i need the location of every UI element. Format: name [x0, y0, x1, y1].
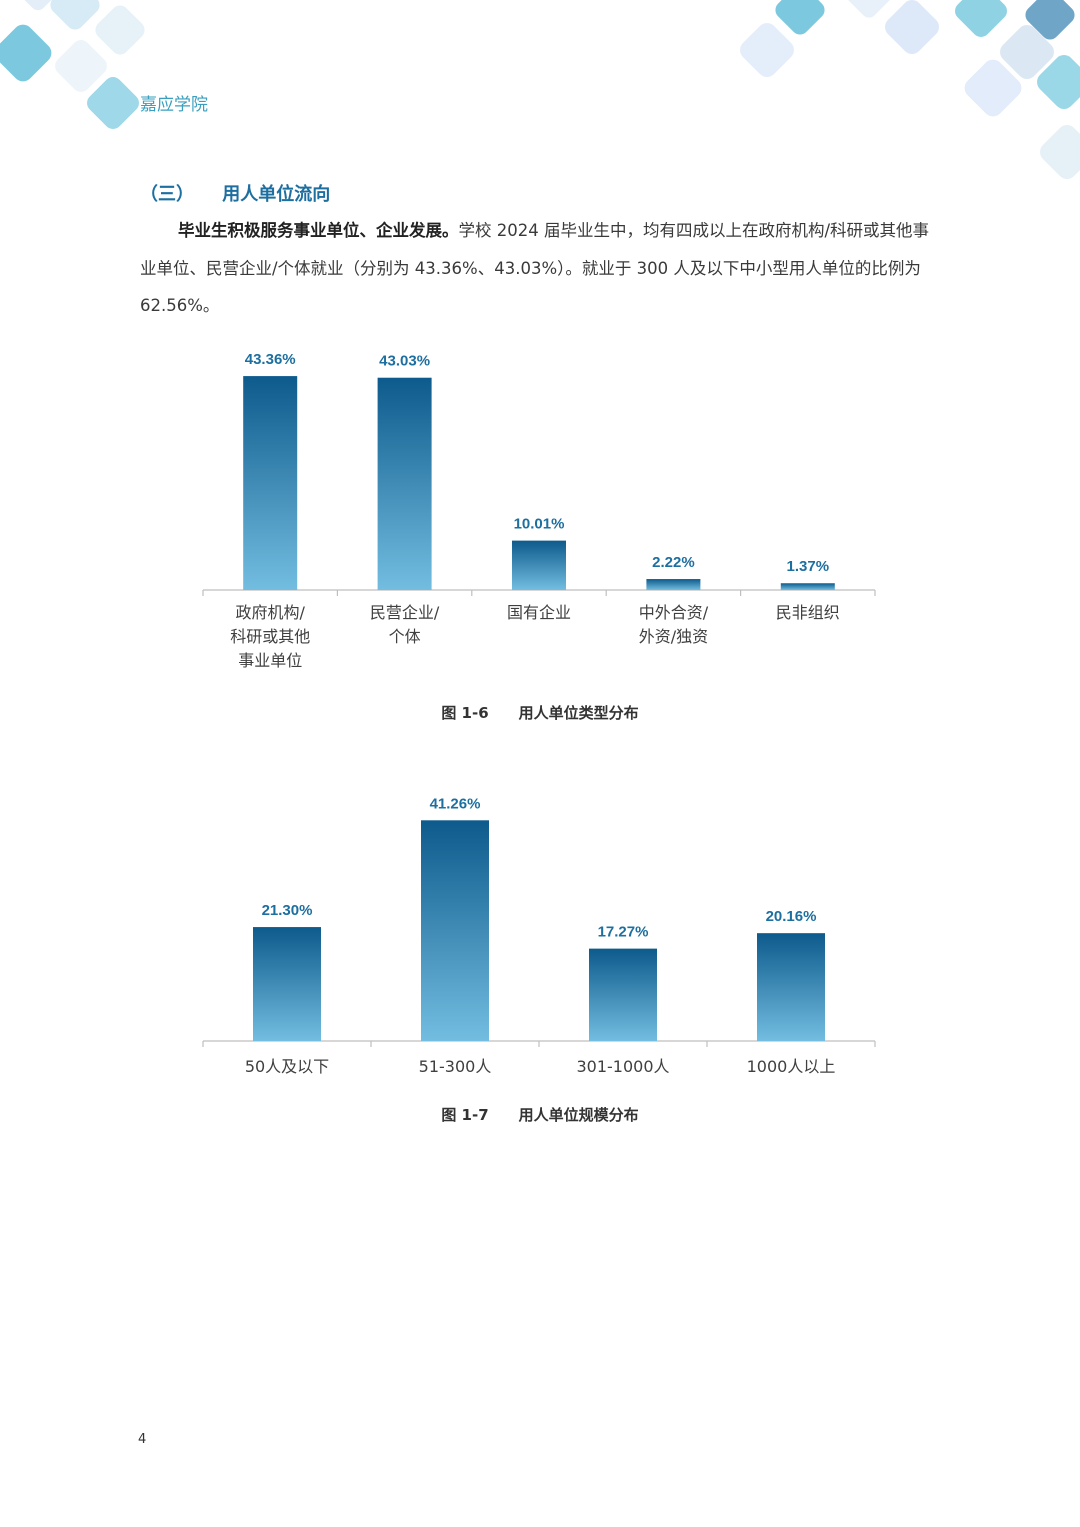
data-label: 43.36%	[245, 351, 296, 368]
category-label: 民营企业/	[370, 603, 440, 622]
section-heading: （三） 用人单位流向	[140, 180, 330, 206]
bar	[243, 376, 298, 590]
tile-pattern-right	[740, 0, 1080, 179]
category-label: 政府机构/	[235, 603, 305, 622]
category-label: 个体	[389, 627, 421, 646]
figure-caption-1-7: 图 1-7 用人单位规模分布	[0, 1104, 1080, 1125]
paragraph-lead: 毕业生积极服务事业单位、企业发展。	[178, 221, 459, 240]
data-label: 17.27%	[598, 924, 649, 941]
data-label: 2.22%	[652, 554, 695, 571]
paragraph-text: 学校 2024 届毕业生中，均有四成以上在政府机构/科研或其他事业单位、民营企业…	[140, 221, 930, 315]
section-title: 用人单位流向	[222, 184, 331, 205]
bar	[780, 583, 835, 590]
category-label: 国有企业	[507, 603, 571, 622]
category-label: 事业单位	[238, 651, 302, 670]
bar	[512, 540, 566, 590]
category-label: 民非组织	[776, 603, 840, 622]
data-label: 41.26%	[430, 795, 481, 812]
employer-type-bar-chart: 43.36% 政府机构/科研或其他事业单位 43.03% 民营企业/个体 10.01% 国…	[202, 351, 876, 670]
bar	[646, 579, 701, 590]
category-label: 外资/独资	[639, 627, 708, 646]
category-label: 51-300人	[419, 1057, 492, 1076]
category-label: 科研或其他	[230, 627, 310, 646]
category-label: 50人及以下	[245, 1057, 329, 1076]
body-paragraph: 毕业生积极服务事业单位、企业发展。学校 2024 届毕业生中，均有四成以上在政府…	[140, 212, 940, 325]
data-label: 1.37%	[787, 558, 830, 575]
data-label: 10.01%	[514, 516, 565, 533]
bar	[421, 820, 489, 1041]
category-label: 301-1000人	[576, 1057, 669, 1076]
school-name: 嘉应学院	[140, 95, 208, 115]
figure-title: 用人单位类型分布	[518, 704, 639, 722]
section-number: （三）	[140, 184, 194, 205]
data-label: 20.16%	[766, 908, 817, 925]
data-label: 21.30%	[262, 902, 313, 919]
category-label: 中外合资/	[639, 603, 709, 622]
page-number: 4	[138, 1432, 147, 1447]
bar	[377, 377, 432, 590]
figure-number: 图 1-7	[441, 1106, 489, 1124]
bar	[253, 927, 321, 1041]
figure-number: 图 1-6	[441, 704, 489, 722]
employer-size-bar-chart: 21.30% 50人及以下 41.26% 51-300人 17.27% 301-1000人…	[202, 795, 876, 1076]
tile-pattern-left	[0, 0, 145, 129]
bar	[757, 933, 825, 1041]
figure-caption-1-6: 图 1-6 用人单位类型分布	[0, 702, 1080, 723]
figure-title: 用人单位规模分布	[518, 1106, 639, 1124]
data-label: 43.03%	[379, 353, 430, 370]
category-label: 1000人以上	[747, 1057, 836, 1076]
bar	[589, 948, 657, 1041]
